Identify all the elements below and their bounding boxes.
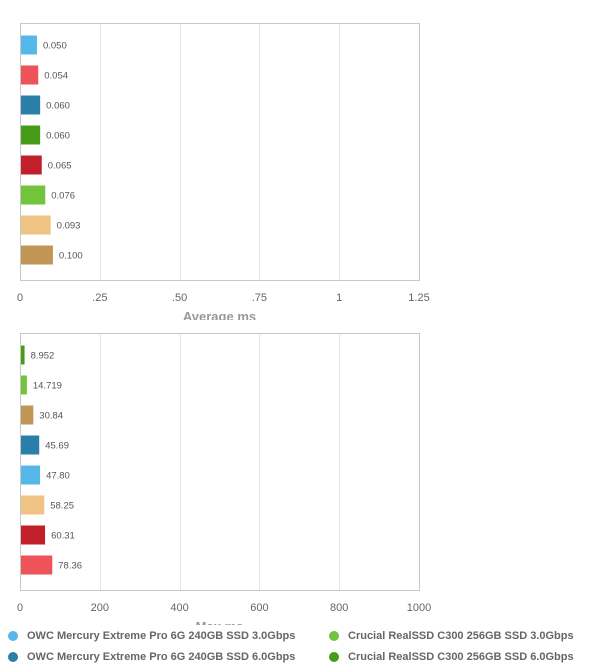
x-tick-label: 1000 [407,602,431,614]
legend-swatch [329,631,339,641]
x-tick-label: .25 [92,292,107,304]
data-label: 0.060 [46,101,70,112]
data-label: 0.076 [51,191,75,202]
bar [21,95,41,115]
x-tick-label: 0 [17,292,23,304]
max-ms-chart: 0 200 400 600 800 1000 8.952 14.719 30.84 45.69 47… [17,333,431,625]
data-label: 0.100 [59,251,83,262]
bar [21,495,45,515]
bar [21,245,53,265]
x-tick-label: .75 [252,292,267,304]
bar [21,125,41,145]
legend-item: OWC Mercury Extreme Pro 6G 240GB SSD 6.0… [8,651,295,663]
legend-label: Crucial RealSSD C300 256GB SSD 3.0Gbps [348,630,574,642]
data-label: 45.69 [45,441,69,452]
data-label: 58.25 [50,501,74,512]
data-label: 8.952 [31,351,55,362]
header-cropped [0,0,600,10]
bar [21,185,46,205]
bar [21,215,51,235]
x-axis-title: Average ms [183,309,256,320]
x-tick-label: 200 [91,602,109,614]
legend-item: OWC Mercury Extreme Pro 6G 240GB SSD 3.0… [8,630,295,642]
x-tick-label: 400 [170,602,188,614]
bar [21,435,40,455]
x-tick-label: 0 [17,602,23,614]
x-tick-label: 600 [250,602,268,614]
legend-label: Crucial RealSSD C300 256GB SSD 6.0Gbps [348,651,574,663]
bar [21,555,53,575]
x-axis-title: Max ms [196,619,244,625]
data-label: 0.050 [43,41,67,52]
bar [21,155,42,175]
legend-swatch [329,652,339,662]
bar [21,35,37,55]
bar [21,465,41,485]
bar [21,525,46,545]
data-label: 47.80 [46,471,70,482]
data-label: 14.719 [33,381,62,392]
data-label: 0.060 [46,131,70,142]
bar [21,345,25,365]
legend-label: OWC Mercury Extreme Pro 6G 240GB SSD 3.0… [27,630,296,642]
x-tick-label: .50 [172,292,187,304]
legend-label: OWC Mercury Extreme Pro 6G 240GB SSD 6.0… [27,651,296,663]
data-label: 30.84 [39,411,63,422]
bar [21,65,39,85]
data-label: 0.093 [57,221,81,232]
data-label: 0.054 [44,71,68,82]
average-ms-chart: 0 .25 .50 .75 1 1.25 0.050 0.054 0.060 0.060 0.065… [17,23,430,320]
legend-swatch [8,652,18,662]
data-label: 0.065 [48,161,72,172]
data-label: 60.31 [51,531,75,542]
x-tick-label: 1.25 [408,292,429,304]
x-tick-label: 1 [336,292,342,304]
bar [21,375,27,395]
legend-item: Crucial RealSSD C300 256GB SSD 6.0Gbps [329,651,574,663]
plot-area [20,333,420,591]
x-tick-label: 800 [330,602,348,614]
legend: OWC Mercury Extreme Pro 6G 240GB SSD 3.0… [0,628,600,663]
plot-area [20,23,420,281]
legend-swatch [8,631,18,641]
bar [21,405,34,425]
legend-item: Crucial RealSSD C300 256GB SSD 3.0Gbps [329,630,574,642]
data-label: 78.36 [58,561,82,572]
